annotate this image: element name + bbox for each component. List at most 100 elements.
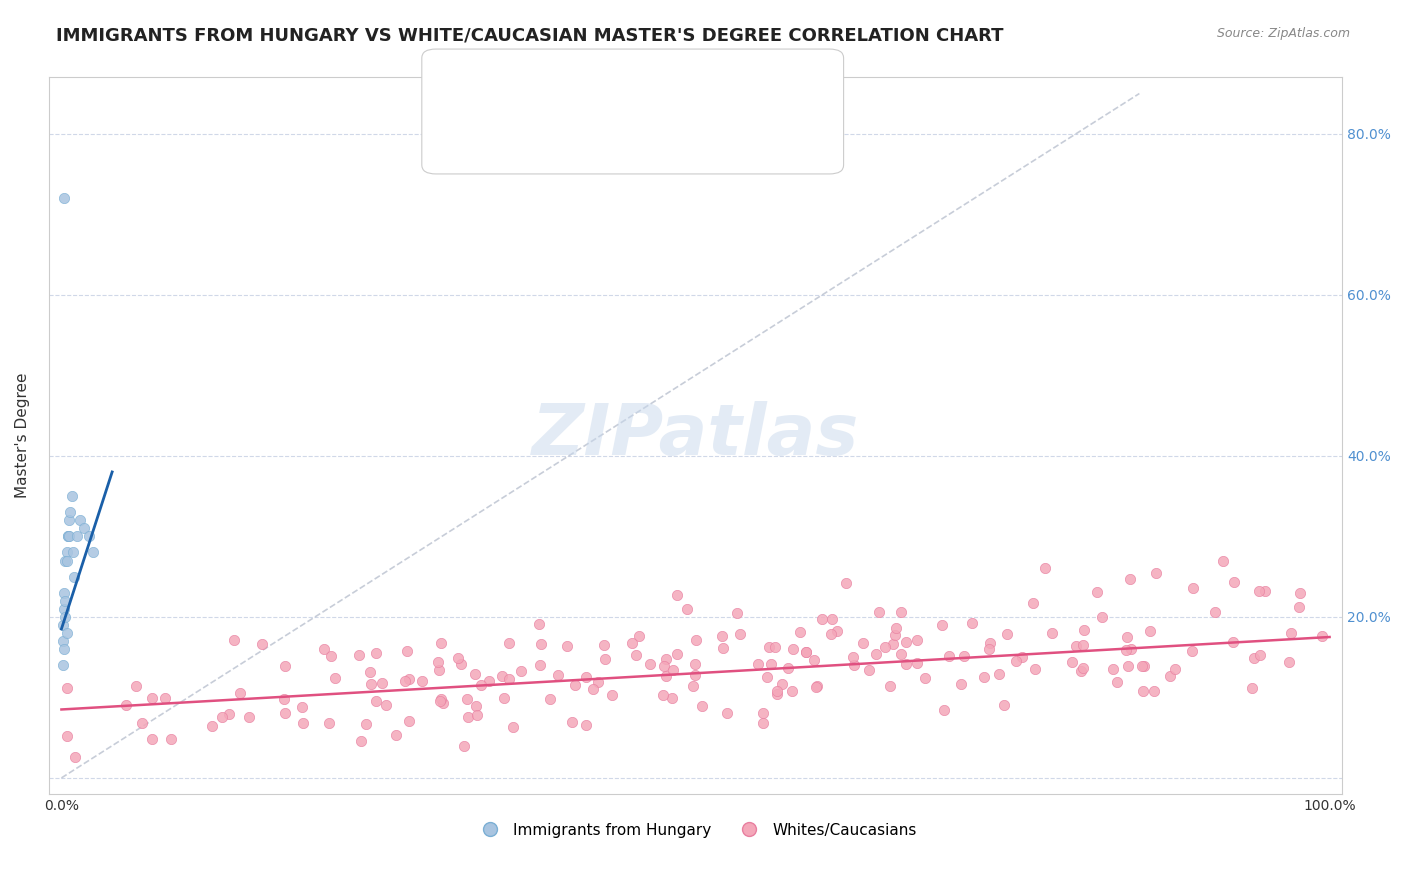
Point bbox=[470, 678, 492, 692]
Text: IMMIGRANTS FROM HUNGARY VS WHITE/CAUCASIAN MASTER'S DEGREE CORRELATION CHART: IMMIGRANTS FROM HUNGARY VS WHITE/CAUCASI… bbox=[56, 27, 1004, 45]
Point bbox=[58, 529, 80, 543]
Point bbox=[873, 640, 896, 655]
Point bbox=[1132, 659, 1154, 673]
Point bbox=[1071, 661, 1094, 675]
Point bbox=[1279, 626, 1302, 640]
Point bbox=[661, 663, 683, 677]
Point bbox=[1249, 583, 1271, 598]
Point bbox=[450, 657, 472, 671]
Point bbox=[350, 734, 373, 748]
Point bbox=[894, 634, 917, 648]
Point bbox=[638, 657, 661, 671]
Point bbox=[995, 626, 1018, 640]
Point bbox=[763, 640, 786, 654]
Point bbox=[1021, 596, 1043, 610]
Point bbox=[1115, 630, 1137, 644]
Point bbox=[1288, 586, 1310, 600]
Point bbox=[803, 653, 825, 667]
Point bbox=[747, 657, 769, 671]
Point bbox=[56, 729, 79, 743]
Point bbox=[274, 659, 297, 673]
Point bbox=[457, 710, 479, 724]
Point bbox=[364, 646, 387, 660]
Point bbox=[1116, 658, 1139, 673]
Point bbox=[498, 636, 520, 650]
Point bbox=[218, 706, 240, 721]
Point bbox=[842, 650, 865, 665]
Point bbox=[1222, 574, 1244, 589]
Point bbox=[676, 602, 699, 616]
Point bbox=[766, 684, 789, 698]
Point bbox=[529, 637, 551, 651]
Point bbox=[153, 690, 176, 705]
Point bbox=[950, 677, 973, 691]
Point bbox=[628, 629, 651, 643]
Point bbox=[806, 680, 828, 694]
Text: ZIPatlas: ZIPatlas bbox=[531, 401, 859, 470]
Point bbox=[141, 732, 163, 747]
Point bbox=[789, 625, 811, 640]
Legend: Immigrants from Hungary, Whites/Caucasians: Immigrants from Hungary, Whites/Caucasia… bbox=[468, 816, 922, 844]
Point bbox=[1071, 638, 1094, 652]
Point bbox=[665, 588, 688, 602]
Text: N =: N = bbox=[690, 130, 718, 145]
Point bbox=[655, 652, 678, 666]
Point bbox=[467, 708, 489, 723]
Text: 200: 200 bbox=[754, 129, 789, 147]
Point bbox=[456, 691, 478, 706]
Point bbox=[1115, 643, 1137, 657]
Point bbox=[683, 657, 706, 671]
Point bbox=[396, 644, 419, 658]
Point bbox=[1005, 654, 1028, 668]
Point bbox=[770, 677, 793, 691]
Point bbox=[319, 648, 342, 663]
Point bbox=[825, 624, 848, 639]
Point bbox=[586, 674, 609, 689]
Point bbox=[938, 648, 960, 663]
Point bbox=[1105, 674, 1128, 689]
Point bbox=[851, 636, 873, 650]
Point bbox=[683, 667, 706, 681]
Point bbox=[1011, 650, 1033, 665]
Point bbox=[60, 489, 83, 503]
Point bbox=[429, 694, 451, 708]
Point bbox=[1040, 625, 1063, 640]
Point bbox=[73, 521, 96, 535]
Point bbox=[821, 612, 844, 626]
Point bbox=[896, 657, 918, 672]
Point bbox=[491, 668, 513, 682]
Point bbox=[1073, 624, 1095, 638]
Point bbox=[52, 191, 75, 205]
Point bbox=[1064, 639, 1087, 653]
Point bbox=[682, 679, 704, 693]
Point bbox=[692, 698, 714, 713]
Point bbox=[55, 553, 77, 567]
Point bbox=[464, 666, 486, 681]
Point bbox=[115, 698, 138, 712]
Point bbox=[977, 642, 1000, 657]
Point bbox=[865, 648, 887, 662]
FancyBboxPatch shape bbox=[447, 78, 501, 105]
Point bbox=[1070, 665, 1092, 679]
Point bbox=[806, 679, 828, 693]
Point bbox=[780, 684, 803, 698]
Point bbox=[538, 692, 561, 706]
Text: N =: N = bbox=[690, 84, 718, 99]
Point bbox=[371, 676, 394, 690]
Point bbox=[498, 672, 520, 686]
Point bbox=[993, 698, 1015, 712]
Point bbox=[914, 671, 936, 685]
Point bbox=[250, 637, 273, 651]
Point bbox=[575, 718, 598, 732]
Point bbox=[685, 633, 707, 648]
Point bbox=[211, 710, 233, 724]
Point bbox=[398, 714, 420, 728]
Point bbox=[66, 529, 89, 543]
Point bbox=[1143, 683, 1166, 698]
Point bbox=[411, 673, 433, 688]
Point bbox=[1035, 561, 1057, 575]
Point bbox=[1132, 683, 1154, 698]
Point bbox=[907, 632, 929, 647]
Point bbox=[323, 671, 346, 685]
Point bbox=[52, 602, 75, 616]
